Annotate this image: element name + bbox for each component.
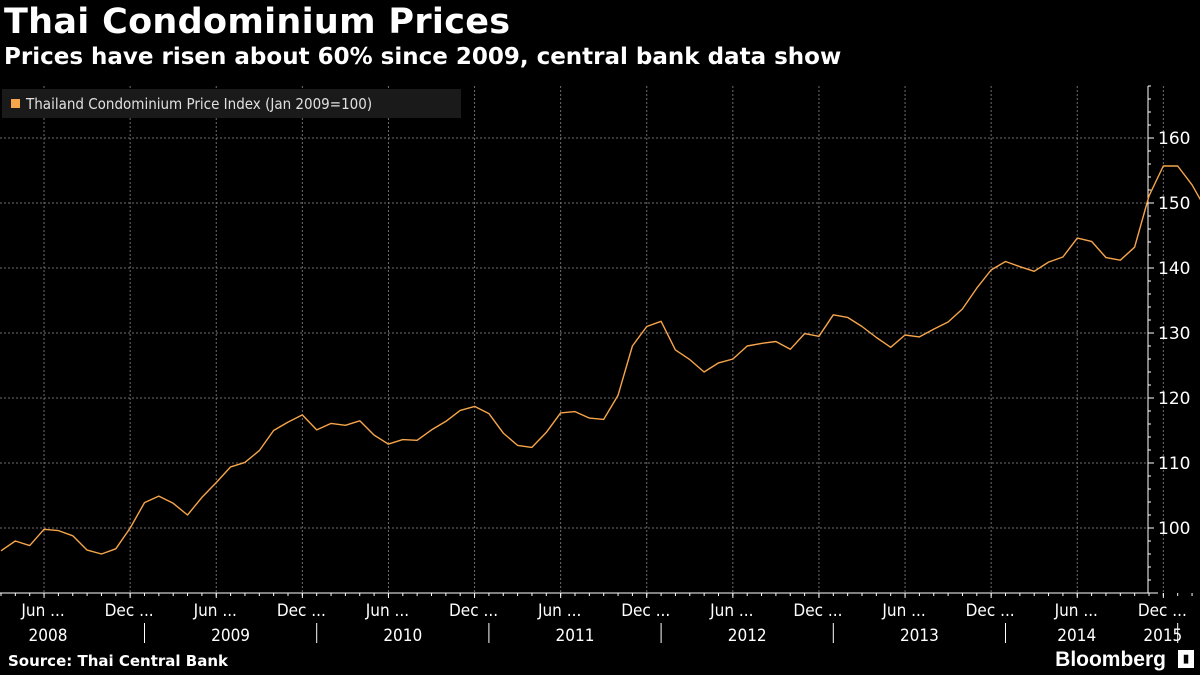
year-label: 2011 (556, 626, 595, 646)
legend: Thailand Condominium Price Index (Jan 20… (2, 89, 461, 118)
y-tick-label: 120 (1158, 389, 1190, 409)
y-tick-label: 160 (1158, 129, 1190, 149)
source-note: Source: Thai Central Bank (8, 652, 228, 670)
chart-subtitle: Prices have risen about 60% since 2009, … (4, 44, 842, 70)
x-tick-label: Dec ... (1138, 601, 1187, 621)
x-tick-label: Jun ... (709, 601, 753, 621)
x-tick-label: Dec ... (105, 601, 154, 621)
year-label: 2015 (1143, 626, 1182, 646)
year-label: 2013 (900, 626, 939, 646)
year-label: 2008 (29, 626, 68, 646)
y-tick-label: 130 (1158, 324, 1190, 344)
y-tick-label: 140 (1158, 259, 1190, 279)
x-tick-label: Jun ... (1054, 601, 1098, 621)
legend-label: Thailand Condominium Price Index (Jan 20… (26, 94, 373, 113)
year-label: 2012 (728, 626, 767, 646)
x-tick-label: Jun ... (20, 601, 64, 621)
axes (0, 85, 1193, 643)
legend-swatch (11, 99, 20, 108)
y-tick-label: 100 (1158, 519, 1190, 539)
x-tick-label: Dec ... (277, 601, 326, 621)
year-label: 2014 (1057, 626, 1096, 646)
x-tick-label: Dec ... (793, 601, 842, 621)
x-tick-label: Dec ... (966, 601, 1015, 621)
gridlines (0, 86, 1164, 593)
year-label: 2010 (383, 626, 422, 646)
tick-labels: 100 110 120 130 140 150 160 Jun ... Dec ... Jun .… (20, 129, 1190, 646)
chart-title: Thai Condominium Prices (4, 2, 511, 42)
bloomberg-terminal-icon: ▮ (1178, 650, 1194, 668)
x-tick-label: Jun ... (365, 601, 409, 621)
series-line-condo-index (0, 165, 1200, 555)
x-tick-label: Jun ... (537, 601, 581, 621)
x-tick-label: Jun ... (193, 601, 237, 621)
series-lines (0, 165, 1200, 555)
y-tick-label: 150 (1158, 194, 1190, 214)
x-tick-label: Jun ... (881, 601, 925, 621)
year-label: 2009 (211, 626, 250, 646)
y-tick-label: 110 (1158, 454, 1190, 474)
x-tick-label: Dec ... (449, 601, 498, 621)
x-tick-label: Dec ... (621, 601, 670, 621)
brand-logo: Bloomberg (1055, 648, 1166, 671)
